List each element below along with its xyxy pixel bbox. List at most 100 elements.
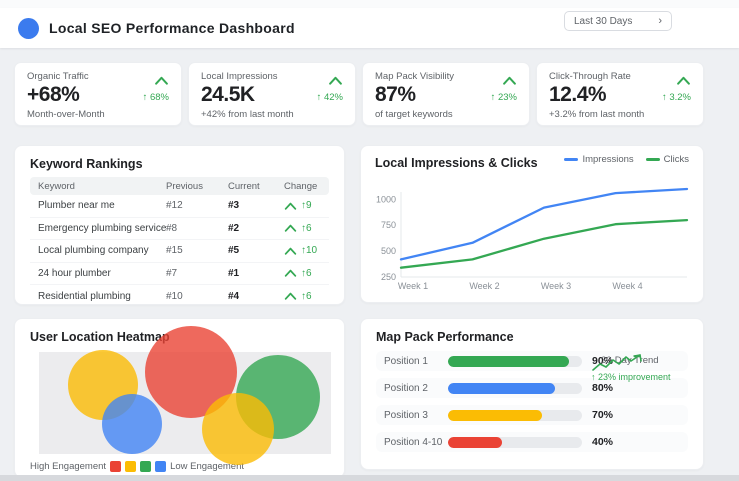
kpi-label: Organic Traffic <box>27 71 89 82</box>
map-pack-bars: Position 1 90% Position 2 80% Position 3 70% P… <box>376 351 688 452</box>
cell-change: ↑9 <box>284 200 321 211</box>
trend-up-icon <box>329 76 342 85</box>
column-header: Keyword <box>38 181 75 192</box>
kpi-delta: ↑ 42% <box>317 72 343 103</box>
bar-track <box>448 409 582 421</box>
trend-up-icon <box>284 292 297 300</box>
kpi-card: Organic Traffic +68% Month-over-Month ↑ 68% <box>14 62 182 126</box>
kpi-delta-value: ↑ 42% <box>316 92 343 103</box>
table-row: Residential plumbing #10 #4 ↑6 <box>30 285 329 308</box>
cell-keyword: Emergency plumbing service <box>38 222 166 234</box>
bar-fill <box>448 436 502 448</box>
keyword-rankings-panel: Keyword Rankings Keyword Previous Current C… <box>14 145 345 305</box>
map-pack-row: Position 4-10 40% <box>376 432 688 452</box>
kpi-value: 24.5K <box>201 83 255 106</box>
map-pack-row: Position 3 70% <box>376 405 688 425</box>
table-row: Local plumbing company #15 #5 ↑10 <box>30 240 329 263</box>
legend-label: Clicks <box>663 154 689 165</box>
page-title: Local SEO Performance Dashboard <box>49 20 295 36</box>
cell-current: #5 <box>228 245 240 257</box>
kpi-delta: ↑ 23% <box>491 72 517 103</box>
cell-change: ↑6 <box>284 291 321 302</box>
bar-track <box>448 355 582 367</box>
change-value: ↑6 <box>301 267 312 279</box>
bar-fill <box>448 382 556 394</box>
cell-keyword: Plumber near me <box>38 200 115 212</box>
app-logo-icon <box>18 17 39 39</box>
cell-keyword: Residential plumbing <box>38 290 131 302</box>
trend-up-icon <box>284 247 297 255</box>
bar-value: 40% <box>592 436 614 448</box>
cell-keyword: 24 hour plumber <box>38 267 111 279</box>
position-label: Position 1 <box>384 355 428 367</box>
cell-previous: #12 <box>166 200 183 212</box>
bottom-edge-strip <box>0 475 739 481</box>
heatmap-bubble <box>201 392 274 465</box>
kpi-value: +68% <box>27 83 80 106</box>
svg-text:Week 1: Week 1 <box>398 281 428 291</box>
legend-color-swatch <box>110 461 122 472</box>
bar-fill <box>448 409 542 421</box>
legend-line-swatch <box>564 158 579 161</box>
legend-color-swatch <box>155 461 167 472</box>
kpi-card: Map Pack Visibility 87% of target keywords… <box>362 62 530 126</box>
change-value: ↑9 <box>301 200 312 212</box>
bar-fill <box>448 355 569 367</box>
heatmap-bubble <box>102 394 163 455</box>
kpi-value: 12.4% <box>549 83 607 106</box>
cell-keyword: Local plumbing company <box>38 245 149 257</box>
bar-value: 70% <box>592 409 614 421</box>
table-row: Emergency plumbing service #8 #2 ↑6 <box>30 218 329 240</box>
svg-text:750: 750 <box>381 220 396 230</box>
bar-value: 90% <box>592 355 614 367</box>
svg-text:Week 3: Week 3 <box>541 281 571 291</box>
kpi-subtext: of target keywords <box>375 109 453 120</box>
position-label: Position 3 <box>384 409 428 421</box>
kpi-delta-value: ↑ 3.2% <box>661 92 691 103</box>
position-label: Position 2 <box>384 382 428 394</box>
cell-current: #2 <box>228 222 240 234</box>
kpi-label: Click-Through Rate <box>549 71 631 82</box>
table-row: Plumber near me #12 #3 ↑9 <box>30 195 329 218</box>
change-value: ↑10 <box>301 245 318 257</box>
date-range-button[interactable]: Last 30 Days › <box>564 11 672 31</box>
kpi-delta-value: ↑ 68% <box>142 92 169 103</box>
kpi-delta-value: ↑ 23% <box>490 92 517 103</box>
column-header: Previous <box>166 181 203 192</box>
kpi-cards-row: Organic Traffic +68% Month-over-Month ↑ 68%… <box>14 62 704 126</box>
legend-item: Impressions <box>564 154 634 165</box>
legend-line-swatch <box>645 158 660 161</box>
svg-text:Week 2: Week 2 <box>469 281 499 291</box>
legend-item: Clicks <box>645 154 689 165</box>
trend-up-icon <box>503 76 516 85</box>
bar-track <box>448 382 582 394</box>
kpi-subtext: +3.2% from last month <box>549 109 645 120</box>
trend-up-icon <box>284 202 297 210</box>
kpi-card: Local Impressions 24.5K +42% from last mon… <box>188 62 356 126</box>
line-chart: 1000 750 500 250 Week 1 Week 2 Week 3 Week 4 <box>375 170 689 299</box>
heatmap-legend-low: Low Engagement <box>170 461 245 472</box>
date-range-label: Last 30 Days <box>574 15 633 27</box>
kpi-subtext: Month-over-Month <box>27 109 105 120</box>
column-header: Current <box>228 181 260 192</box>
trend-up-icon <box>284 269 297 277</box>
kpi-delta: ↑ 3.2% <box>662 72 691 103</box>
top-strip <box>0 0 739 8</box>
heatmap-legend-high: High Engagement <box>30 461 107 472</box>
map-pack-title: Map Pack Performance <box>376 330 514 344</box>
keyword-rankings-title: Keyword Rankings <box>30 157 143 171</box>
legend-color-swatch <box>140 461 152 472</box>
bar-value: 80% <box>592 382 614 394</box>
position-label: Position 4-10 <box>384 436 443 448</box>
impressions-clicks-panel: Local Impressions & Clicks Impressions Cl… <box>360 145 704 303</box>
cell-previous: #15 <box>166 245 183 257</box>
legend-label: Impressions <box>582 154 634 165</box>
table-row: 24 hour plumber #7 #1 ↑6 <box>30 263 329 285</box>
map-pack-row: Position 2 80% <box>376 378 688 398</box>
kpi-delta: ↑ 68% <box>143 72 169 103</box>
legend-color-swatch <box>125 461 137 472</box>
kpi-card: Click-Through Rate 12.4% +3.2% from last m… <box>536 62 704 126</box>
change-value: ↑6 <box>301 290 312 302</box>
change-value: ↑6 <box>301 222 312 234</box>
